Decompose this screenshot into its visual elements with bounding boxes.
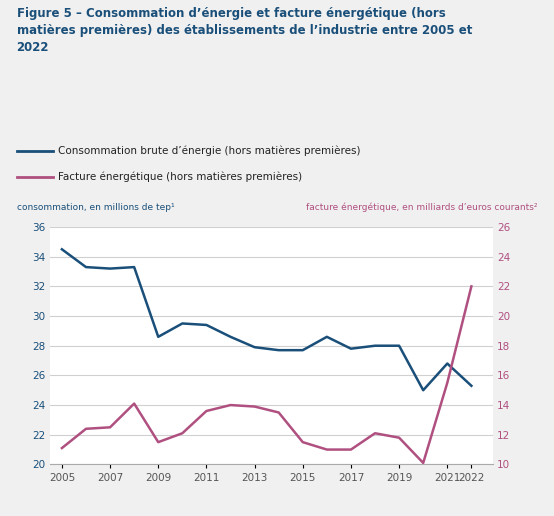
Text: facture énergétique, en milliards d’euros courants²: facture énergétique, en milliards d’euro… xyxy=(306,203,537,213)
Text: Consommation brute d’énergie (hors matières premières): Consommation brute d’énergie (hors matiè… xyxy=(58,146,361,156)
Text: Facture énergétique (hors matières premières): Facture énergétique (hors matières premi… xyxy=(58,172,302,182)
Text: consommation, en millions de tep¹: consommation, en millions de tep¹ xyxy=(17,203,175,212)
Text: Figure 5 – Consommation d’énergie et facture énergétique (hors
matières première: Figure 5 – Consommation d’énergie et fac… xyxy=(17,7,472,54)
